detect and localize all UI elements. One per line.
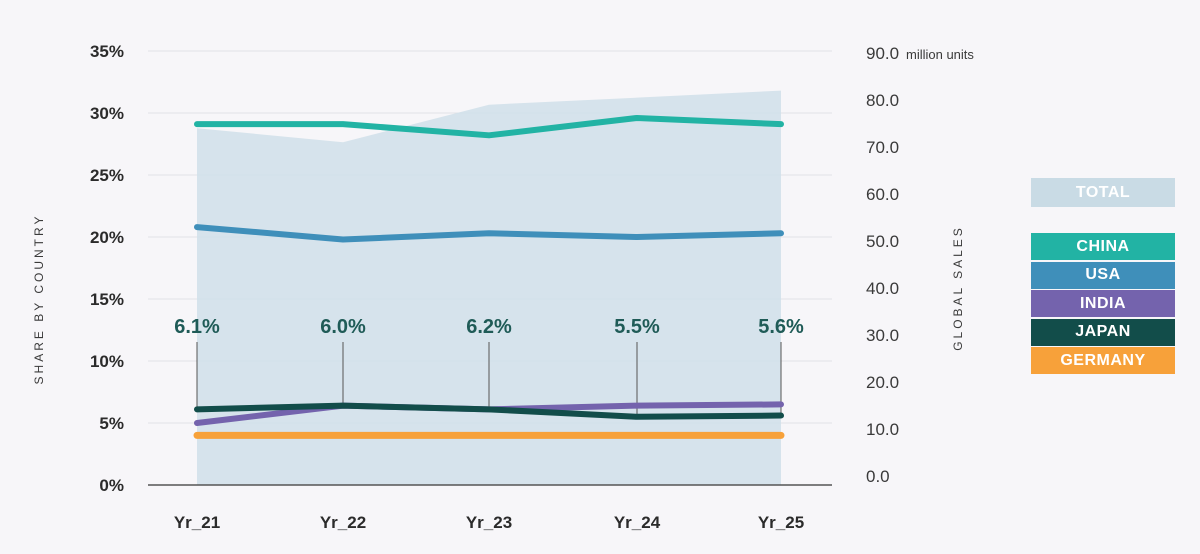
right-tick-label: 30.0 xyxy=(866,326,899,345)
x-tick-label: Yr_21 xyxy=(174,513,220,532)
right-tick-label: 20.0 xyxy=(866,373,899,392)
legend-item-japan: JAPAN xyxy=(1031,318,1175,346)
right-tick-label: 40.0 xyxy=(866,279,899,298)
left-tick-label: 0% xyxy=(99,476,124,495)
right-tick-label: 80.0 xyxy=(866,91,899,110)
total-area xyxy=(197,90,781,485)
legend-item-total: TOTAL xyxy=(1031,178,1175,207)
left-tick-label: 15% xyxy=(90,290,124,309)
data-label: 6.2% xyxy=(466,316,512,338)
left-tick-label: 10% xyxy=(90,352,124,371)
right-tick-label: 70.0 xyxy=(866,138,899,157)
legend-item-china: CHINA xyxy=(1031,233,1175,260)
x-tick-label: Yr_22 xyxy=(320,513,366,532)
right-tick-label: 0.0 xyxy=(866,467,890,486)
left-axis-title: SHARE BY COUNTRY xyxy=(32,214,46,385)
x-tick-label: Yr_23 xyxy=(466,513,512,532)
data-label: 5.5% xyxy=(614,316,660,338)
data-label: 6.0% xyxy=(320,316,366,338)
right-axis-unit: million units xyxy=(906,47,974,62)
legend-item-germany: GERMANY xyxy=(1031,347,1175,374)
right-tick-label: 90.0 xyxy=(866,44,899,63)
legend-item-usa: USA xyxy=(1031,261,1175,289)
legend-item-india: INDIA xyxy=(1031,290,1175,317)
series-line-china xyxy=(194,114,784,139)
x-tick-label: Yr_25 xyxy=(758,513,804,532)
right-axis-title: GLOBAL SALES xyxy=(951,225,965,351)
right-tick-label: 50.0 xyxy=(866,232,899,251)
left-tick-label: 25% xyxy=(90,166,124,185)
left-tick-label: 30% xyxy=(90,104,124,123)
left-tick-label: 5% xyxy=(99,414,124,433)
series-line-usa xyxy=(194,224,784,243)
left-tick-label: 20% xyxy=(90,228,124,247)
data-label: 5.6% xyxy=(758,316,804,338)
left-tick-label: 35% xyxy=(90,42,124,61)
legend: TOTAL CHINA USA INDIA JAPAN GERMANY xyxy=(1031,178,1175,376)
data-label: 6.1% xyxy=(174,316,220,338)
x-tick-label: Yr_24 xyxy=(614,513,661,532)
right-tick-label: 60.0 xyxy=(866,185,899,204)
right-tick-label: 10.0 xyxy=(866,420,899,439)
series-line-japan xyxy=(194,402,784,420)
